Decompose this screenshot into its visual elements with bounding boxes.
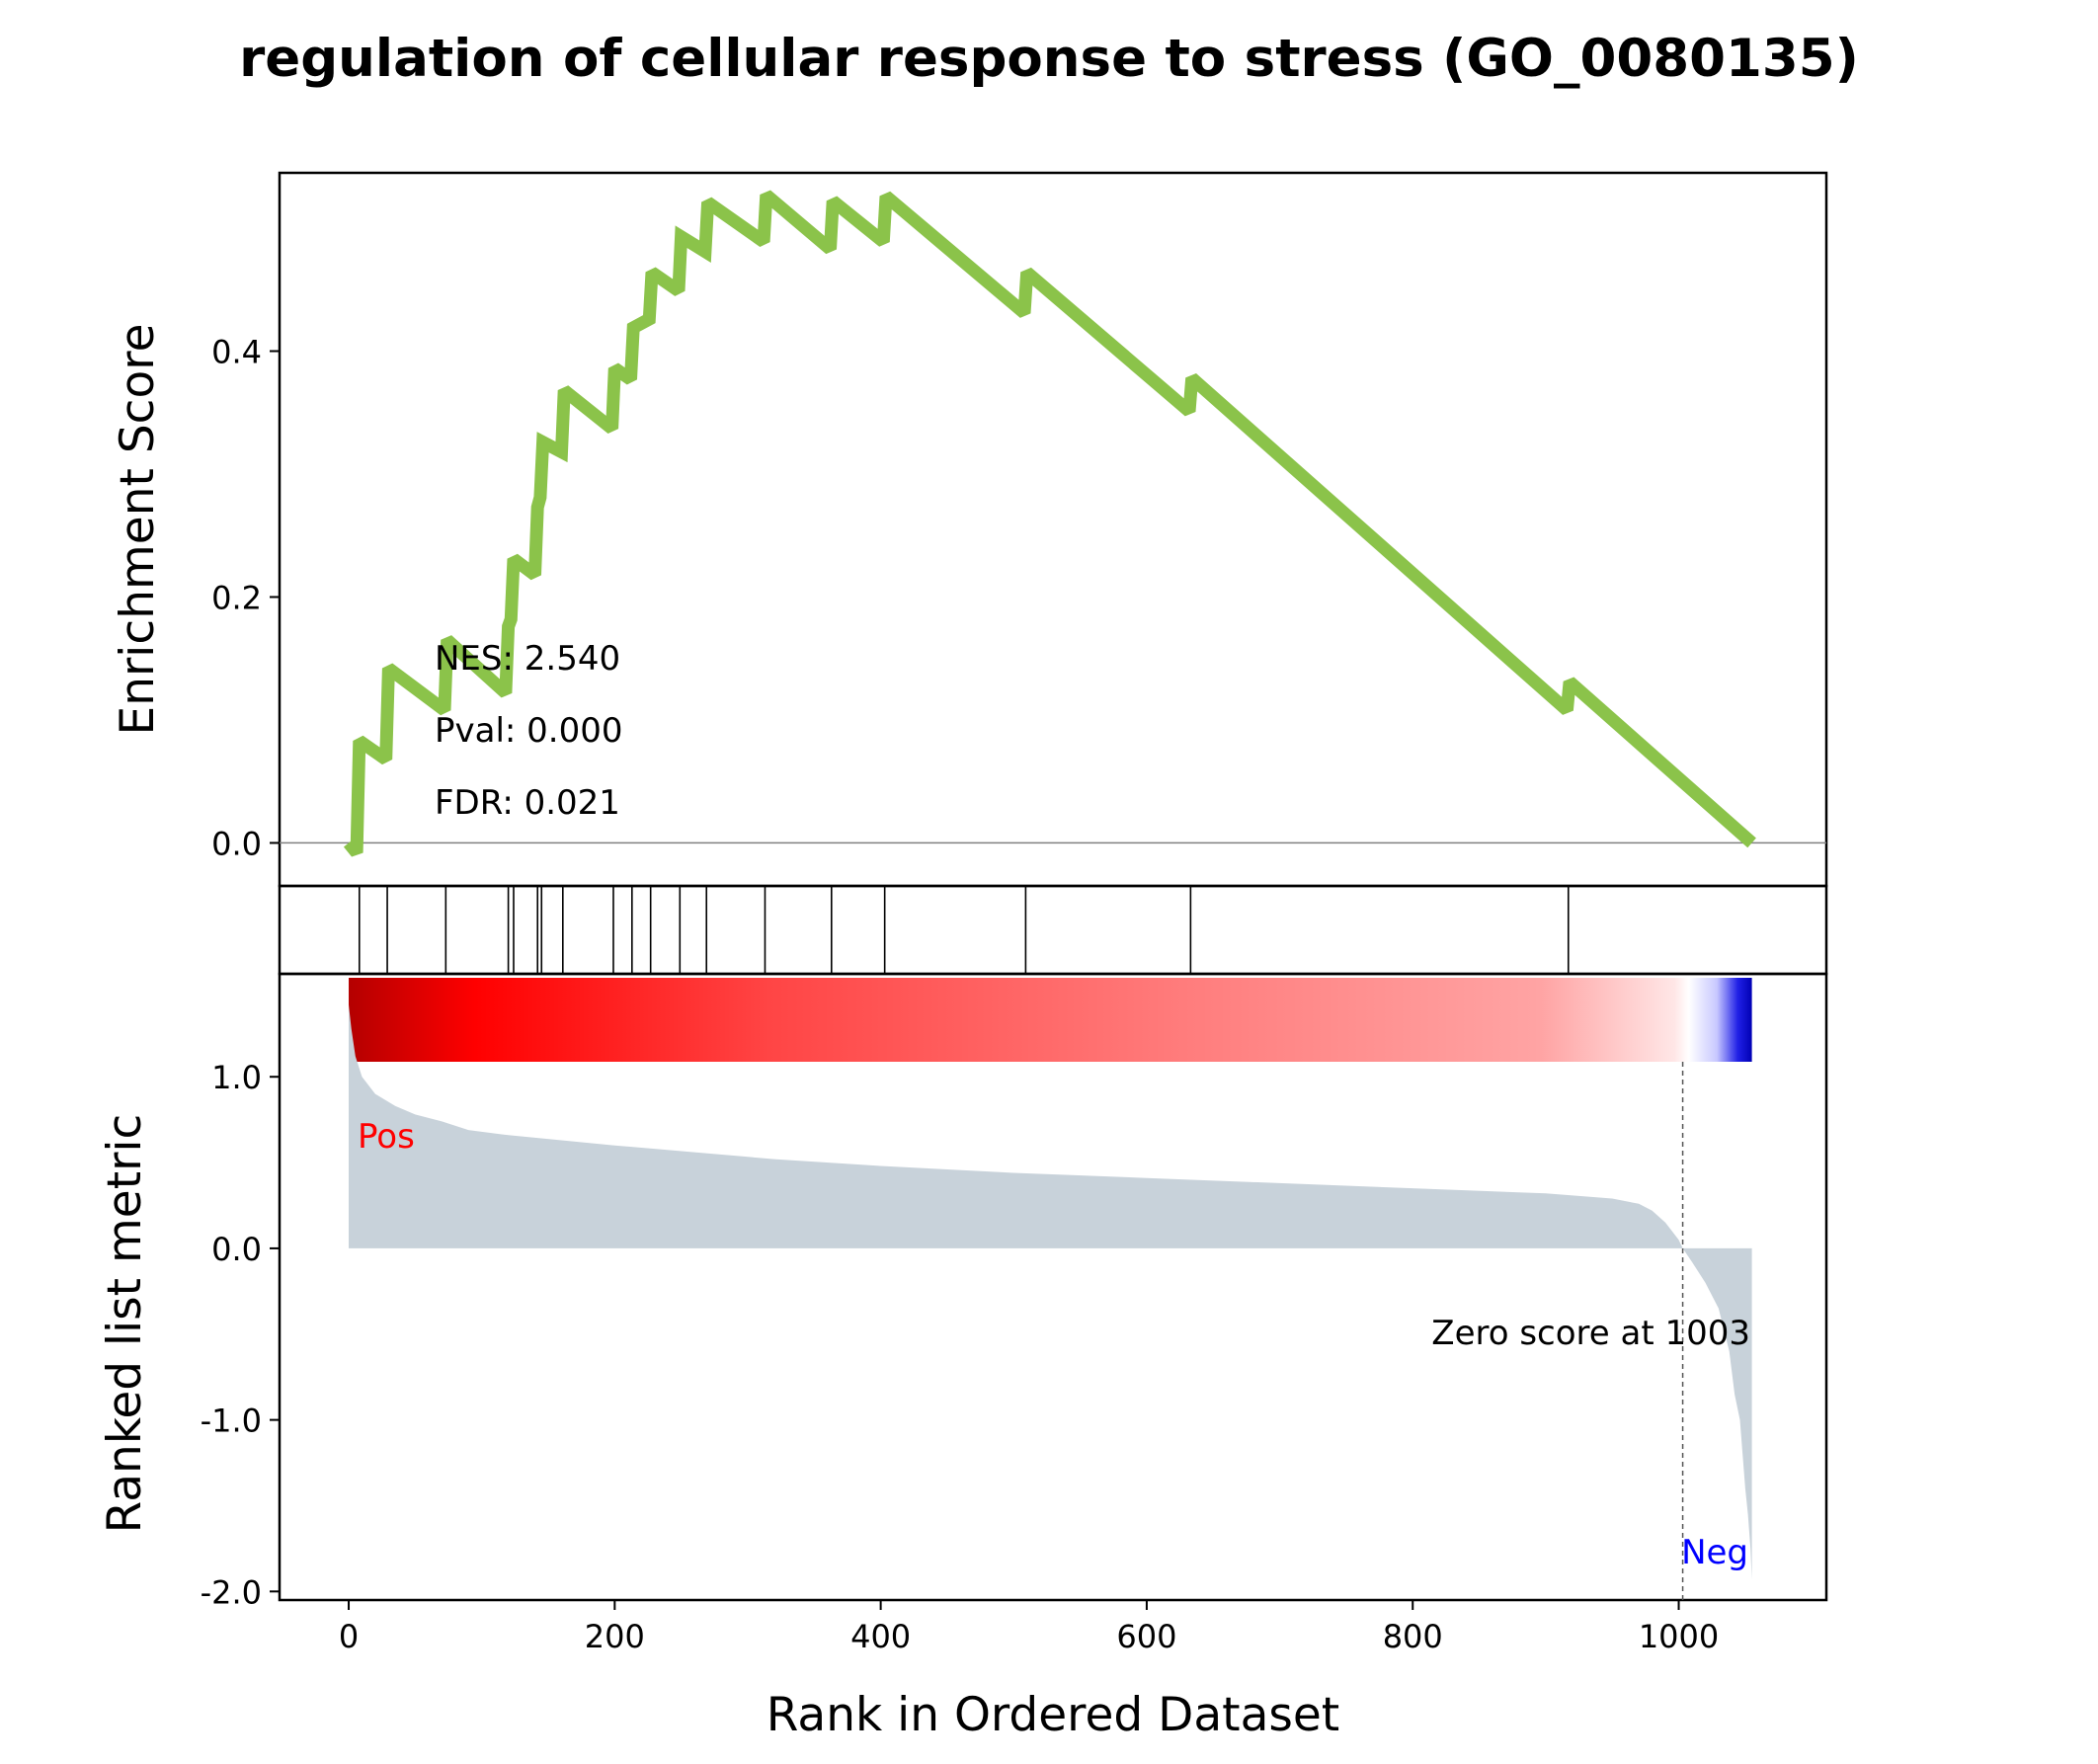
xtick-label: 600 xyxy=(1116,1618,1176,1655)
xtick-label: 800 xyxy=(1383,1618,1443,1655)
neg-label: Neg xyxy=(1681,1533,1748,1572)
rm-ytick-label: -2.0 xyxy=(201,1573,262,1611)
xtick-label: 0 xyxy=(339,1618,359,1655)
rank-colorbar xyxy=(349,978,1752,1062)
hit-markers-panel xyxy=(278,884,1828,976)
xtick-label: 200 xyxy=(585,1618,645,1655)
pos-label: Pos xyxy=(358,1117,415,1157)
hit-panel-frame xyxy=(278,884,1828,976)
es-ytick-label: 0.0 xyxy=(211,825,262,862)
x-axis: 0 200 400 600 800 1000 xyxy=(339,1600,1719,1655)
xtick-label: 1000 xyxy=(1639,1618,1719,1655)
enrichment-panel-frame xyxy=(278,171,1828,888)
ranked-metric-panel: Zero score at 1003 Pos Neg 1.0 0.0 -1.0 -2.… xyxy=(98,972,1828,1611)
enrichment-score-panel: 0.0 0.2 0.4 NES: 2.540 Pval: 0.000 FDR: 0.… xyxy=(111,171,1828,888)
es-ytick-label: 0.2 xyxy=(211,579,262,616)
chart-title: regulation of cellular response to stres… xyxy=(239,29,1859,89)
fdr-stat: FDR: 0.021 xyxy=(435,783,620,823)
xtick-label: 400 xyxy=(850,1618,911,1655)
zero-score-label: Zero score at 1003 xyxy=(1431,1314,1750,1353)
pval-stat: Pval: 0.000 xyxy=(435,711,623,751)
rm-ytick-label: -1.0 xyxy=(201,1403,262,1440)
enrichment-score-axis-label: Enrichment Score xyxy=(111,324,165,736)
nes-stat: NES: 2.540 xyxy=(435,639,620,679)
ranked-metric-axis-label: Ranked list metric xyxy=(98,1114,152,1534)
ranked-panel-frame xyxy=(278,972,1828,1602)
rm-ytick-label: 1.0 xyxy=(211,1059,262,1096)
es-ytick-label: 0.4 xyxy=(211,334,262,371)
x-axis-label: Rank in Ordered Dataset xyxy=(767,1688,1339,1742)
enrichment-score-line xyxy=(343,190,1756,857)
rm-ytick-label: 0.0 xyxy=(211,1231,262,1268)
ranked-metric-area xyxy=(349,1004,1752,1580)
